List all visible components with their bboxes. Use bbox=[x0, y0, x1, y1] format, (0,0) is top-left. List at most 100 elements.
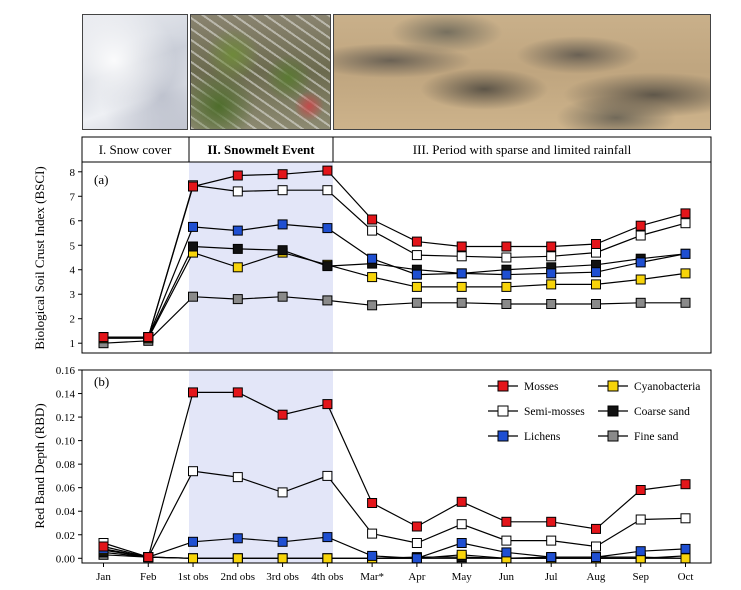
legend-swatch-mosses bbox=[497, 380, 509, 392]
series-line-fine-sand bbox=[103, 296, 686, 344]
panel-a-label: (a) bbox=[94, 172, 108, 187]
point-lichens bbox=[456, 268, 467, 279]
point-lichens bbox=[367, 550, 378, 561]
legend-swatch-cyanobacteria bbox=[607, 380, 619, 392]
ytick-label: 8 bbox=[70, 167, 76, 179]
xtick-label: Aug bbox=[586, 571, 605, 583]
point-fine-sand bbox=[635, 297, 646, 308]
point-mosses bbox=[98, 541, 109, 552]
point-cyanobacteria bbox=[322, 553, 333, 564]
point-semi-mosses bbox=[367, 225, 378, 236]
period-label-snow-cover: I. Snow cover bbox=[99, 142, 172, 157]
point-mosses bbox=[680, 208, 691, 219]
point-semi-mosses bbox=[322, 185, 333, 196]
point-coarse-sand bbox=[277, 245, 288, 256]
point-cyanobacteria bbox=[367, 272, 378, 283]
panel-b-frame bbox=[81, 369, 712, 564]
point-lichens bbox=[188, 221, 198, 232]
xtick-label: Oct bbox=[678, 571, 694, 583]
point-mosses bbox=[411, 521, 422, 532]
ytick-label: 5 bbox=[70, 240, 76, 252]
panel-b: (b) Red Band Depth (RBD) 0.00 0.02 0.04 0.0… bbox=[32, 365, 712, 583]
point-fine-sand bbox=[411, 297, 422, 308]
xtick-label: May bbox=[452, 571, 473, 583]
point-semi-mosses bbox=[635, 514, 646, 525]
ytick-label: 0.12 bbox=[56, 412, 75, 424]
legend-label-semi-mosses: Semi-mosses bbox=[524, 406, 585, 418]
period-label-dry-period: III. Period with sparse and limited rain… bbox=[413, 142, 632, 157]
legend: Mosses Cyanobacteria Semi-mosses Coarse san… bbox=[488, 380, 700, 443]
xtick-label: 1st obs bbox=[178, 571, 209, 583]
point-mosses bbox=[635, 485, 646, 495]
point-coarse-sand bbox=[188, 241, 198, 252]
point-fine-sand bbox=[501, 299, 512, 309]
point-mosses bbox=[232, 170, 243, 181]
point-lichens bbox=[411, 553, 422, 564]
point-fine-sand bbox=[322, 295, 333, 306]
point-cyanobacteria bbox=[501, 281, 512, 292]
point-mosses bbox=[456, 241, 467, 252]
ytick-label: 2 bbox=[70, 314, 76, 326]
point-semi-mosses bbox=[411, 538, 422, 548]
point-semi-mosses bbox=[546, 535, 557, 546]
series-line-mosses bbox=[103, 169, 686, 338]
point-lichens bbox=[591, 552, 601, 563]
ytick-label: 4 bbox=[70, 265, 76, 277]
point-mosses bbox=[143, 332, 154, 343]
series-line-lichens bbox=[103, 223, 686, 338]
point-semi-mosses bbox=[501, 252, 512, 263]
point-cyanobacteria bbox=[456, 549, 467, 560]
point-mosses bbox=[188, 387, 198, 398]
point-mosses bbox=[456, 496, 467, 507]
point-lichens bbox=[680, 248, 691, 259]
point-cyanobacteria bbox=[232, 262, 243, 273]
point-semi-mosses bbox=[680, 218, 691, 229]
legend-label-mosses: Mosses bbox=[524, 381, 559, 393]
point-mosses bbox=[143, 552, 154, 563]
point-mosses bbox=[367, 498, 378, 508]
point-mosses bbox=[277, 409, 288, 420]
ytick-label: 7 bbox=[70, 191, 76, 203]
point-lichens bbox=[501, 269, 512, 280]
point-cyanobacteria bbox=[680, 553, 691, 564]
panel-b-ylabel: Red Band Depth (RBD) bbox=[32, 403, 47, 528]
xtick-label: Sep bbox=[632, 571, 649, 583]
xtick-label: 2nd obs bbox=[221, 571, 256, 583]
point-mosses bbox=[591, 239, 601, 249]
point-semi-mosses bbox=[277, 185, 288, 196]
point-cyanobacteria bbox=[546, 279, 557, 290]
point-mosses bbox=[322, 165, 333, 176]
point-mosses bbox=[591, 523, 601, 534]
point-mosses bbox=[680, 479, 691, 490]
ytick-label: 0.02 bbox=[56, 530, 75, 542]
point-cyanobacteria bbox=[680, 268, 691, 279]
point-mosses bbox=[188, 181, 198, 192]
xtick-label: Mar* bbox=[360, 571, 384, 583]
point-lichens bbox=[188, 536, 198, 547]
xtick-label: Jun bbox=[499, 571, 515, 583]
point-cyanobacteria bbox=[411, 281, 422, 292]
legend-swatch-semi-mosses bbox=[497, 405, 509, 417]
point-lichens bbox=[501, 547, 512, 558]
point-semi-mosses bbox=[456, 251, 467, 262]
snowmelt-photo bbox=[190, 14, 331, 130]
legend-swatch-coarse-sand bbox=[607, 405, 619, 417]
legend-swatch-fine-sand bbox=[607, 430, 619, 442]
ytick-label: 1 bbox=[70, 338, 76, 350]
point-semi-mosses bbox=[277, 487, 288, 498]
point-lichens bbox=[546, 552, 557, 563]
point-fine-sand bbox=[232, 294, 243, 305]
point-cyanobacteria bbox=[188, 553, 198, 564]
point-lichens bbox=[277, 536, 288, 547]
point-fine-sand bbox=[367, 300, 378, 311]
point-mosses bbox=[501, 516, 512, 527]
point-fine-sand bbox=[456, 297, 467, 308]
point-semi-mosses bbox=[411, 250, 422, 261]
point-lichens bbox=[232, 225, 243, 236]
point-lichens bbox=[635, 546, 646, 557]
point-lichens bbox=[232, 533, 243, 544]
biological-soil-crust-photo bbox=[333, 14, 711, 130]
ytick-label: 0.16 bbox=[56, 365, 76, 377]
point-cyanobacteria bbox=[591, 279, 601, 290]
